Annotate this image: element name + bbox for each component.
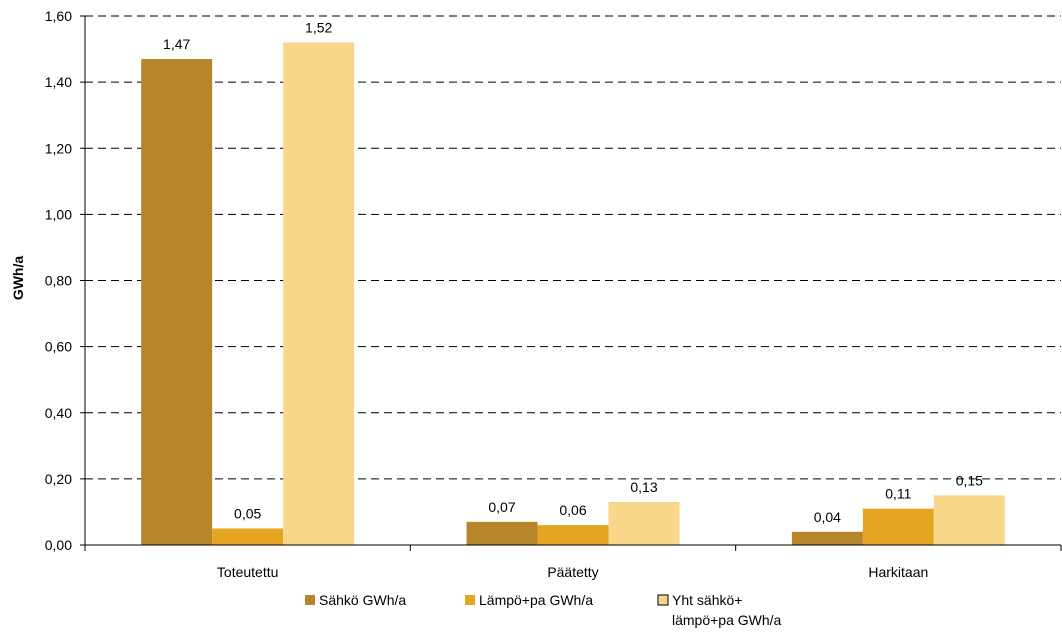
y-tick-label: 0,40 [45, 405, 72, 421]
data-label: 0,05 [234, 505, 261, 521]
x-tick-label: Toteutettu [217, 564, 279, 580]
data-label: 0,06 [559, 502, 586, 518]
data-label: 0,04 [814, 509, 841, 525]
bars [141, 42, 1005, 545]
bar [933, 495, 1005, 545]
bar [608, 502, 680, 545]
bar [862, 508, 934, 545]
legend-label: Yht sähkö+ lämpö+pa GWh/a [672, 592, 782, 628]
bar [212, 528, 284, 545]
y-axis-ticks: 0,00 0,20 0,40 0,60 0,80 1,00 1,20 1,40 1,60 [45, 8, 85, 553]
x-tick-label: Päätetty [547, 564, 598, 580]
y-tick-label: 0,80 [45, 273, 72, 289]
bar [141, 58, 213, 545]
data-label: 0,13 [630, 479, 657, 495]
x-axis: Toteutettu Päätetty Harkitaan [84, 16, 1062, 580]
gridlines [85, 15, 1061, 480]
y-tick-label: 1,00 [45, 206, 72, 222]
legend-swatch [465, 595, 475, 605]
data-label: 1,47 [163, 36, 190, 52]
y-tick-label: 0,60 [45, 339, 72, 355]
legend-label: Lämpö+pa GWh/a [479, 592, 593, 608]
data-label: 0,15 [956, 472, 983, 488]
legend-label: Sähkö GWh/a [319, 592, 406, 608]
data-label: 1,52 [305, 19, 332, 35]
bar [283, 42, 355, 545]
data-label: 0,07 [488, 499, 515, 515]
y-tick-label: 0,00 [45, 537, 72, 553]
x-tick-label: Harkitaan [868, 564, 928, 580]
y-tick-label: 1,20 [45, 140, 72, 156]
y-tick-label: 1,40 [45, 74, 72, 90]
bar [791, 531, 863, 545]
bar [537, 525, 609, 545]
data-labels: 1,47 0,05 1,52 0,07 0,06 0,13 0,04 0,11 0,15 [163, 19, 983, 524]
y-axis-label: GWh/a [10, 256, 26, 301]
legend: Sähkö GWh/a Lämpö+pa GWh/a Yht sähkö+ lämpö… [305, 592, 782, 628]
data-label: 0,11 [885, 486, 911, 502]
legend-swatch [305, 595, 315, 605]
legend-swatch [657, 594, 669, 606]
y-tick-label: 1,60 [45, 8, 72, 24]
y-tick-label: 0,20 [45, 471, 72, 487]
bar [466, 521, 538, 545]
